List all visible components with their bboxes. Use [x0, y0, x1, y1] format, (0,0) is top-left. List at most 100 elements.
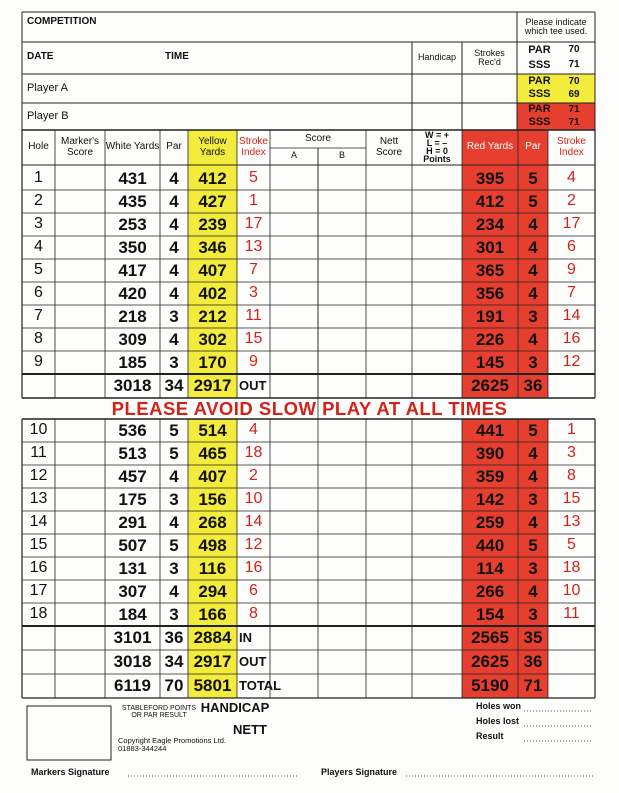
red-total: 2565 [471, 628, 509, 648]
yellow-yards: 170 [198, 352, 227, 372]
red-yards: 440 [475, 535, 505, 555]
sss-label: SSS [528, 115, 551, 128]
par: 4 [169, 329, 179, 349]
red-yards: 365 [475, 260, 505, 280]
column-header: Marker's Score [60, 136, 100, 158]
red-stroke-index: 11 [563, 605, 580, 623]
red-stroke-index: 17 [562, 215, 581, 233]
column-header: Hole [28, 141, 49, 153]
red-stroke-index: 3 [567, 444, 576, 462]
stroke-index: 8 [249, 605, 258, 623]
white-total: 3101 [113, 628, 152, 648]
column-header: Par [525, 141, 541, 153]
yellow-yards: 346 [198, 237, 227, 257]
yellow-total: 2884 [193, 628, 232, 648]
hole-number: 15 [29, 536, 48, 554]
yellow-yards: 156 [198, 489, 227, 509]
red-par: 4 [528, 581, 538, 601]
stableford-box [26, 705, 112, 761]
column-header: Par [166, 141, 182, 153]
red-stroke-index: 18 [562, 559, 581, 577]
footer-label: Holes lost [476, 716, 520, 727]
white-yards: 431 [118, 168, 147, 188]
par: 4 [169, 260, 179, 280]
red-stroke-index: 4 [567, 169, 576, 187]
points-key: L = – [426, 137, 448, 148]
points-key: Points [423, 153, 451, 164]
yellow-yards: 212 [198, 306, 227, 326]
hole-number: 16 [29, 559, 48, 577]
red-stroke-index: 1 [567, 421, 576, 439]
par: 3 [169, 306, 179, 326]
yellow-yards: 294 [198, 581, 227, 601]
red-stroke-index: 14 [562, 307, 581, 325]
red-par: 3 [528, 306, 538, 326]
par: 3 [169, 489, 179, 509]
hole-number: 6 [34, 284, 43, 302]
stroke-index: 12 [244, 536, 263, 554]
tee-par: 70 [568, 44, 580, 56]
yellow-total: 2917 [193, 652, 232, 672]
red-stroke-index: 16 [562, 330, 581, 348]
red-column [462, 130, 548, 398]
points-key: W = + [424, 129, 449, 140]
par-label: PAR [528, 74, 551, 87]
total-label: TOTAL [239, 678, 282, 694]
yellow-yards: 116 [198, 558, 227, 578]
red-yards: 154 [475, 604, 505, 624]
red-stroke-index: 2 [567, 192, 576, 210]
red-par: 5 [528, 191, 538, 211]
stroke-index: 13 [244, 238, 263, 256]
white-yards: 536 [118, 420, 147, 440]
hole-number: 4 [34, 238, 43, 256]
yellow-column [188, 419, 237, 698]
red-yards: 142 [475, 489, 505, 509]
tee-sss: 71 [568, 59, 580, 71]
white-yards: 435 [118, 191, 147, 211]
player-label: Player A [27, 81, 68, 94]
yellow-yards: 407 [198, 260, 227, 280]
white-yards: 309 [118, 329, 147, 349]
stroke-index: 15 [244, 330, 263, 348]
par-label: PAR [528, 103, 551, 116]
white-total: 3018 [113, 376, 152, 396]
stroke-index: 3 [249, 284, 258, 302]
red-par: 5 [528, 420, 538, 440]
red-par: 4 [528, 329, 538, 349]
red-par: 3 [528, 352, 538, 372]
par: 4 [169, 237, 179, 257]
yellow-yards: 402 [198, 283, 227, 303]
stroke-index: 2 [249, 467, 258, 485]
par: 3 [169, 604, 179, 624]
white-yards: 185 [118, 352, 147, 372]
red-yards: 191 [475, 306, 505, 326]
red-yards: 114 [476, 558, 504, 578]
column-header: Nett Score [375, 136, 403, 158]
par: 5 [169, 535, 179, 555]
red-par-total: 71 [523, 676, 543, 696]
par: 4 [169, 191, 179, 211]
competition-label: COMPETITION [27, 15, 97, 27]
tee-sss: 71 [568, 116, 580, 128]
red-par: 4 [528, 443, 538, 463]
red-total: 5190 [471, 676, 509, 696]
par-label: PAR [528, 43, 551, 56]
stroke-index: 11 [245, 307, 262, 325]
stroke-index: 1 [249, 192, 258, 210]
column-header: Red Yards [466, 141, 514, 153]
par: 4 [169, 581, 179, 601]
column-header: B [338, 149, 345, 160]
total-label: OUT [239, 378, 267, 394]
tee-par: 70 [568, 75, 580, 87]
par: 4 [169, 214, 179, 234]
hole-number: 11 [30, 444, 47, 462]
white-yards: 218 [118, 306, 147, 326]
sss-label: SSS [528, 58, 551, 71]
red-par: 3 [528, 604, 538, 624]
white-yards: 420 [118, 283, 147, 303]
time-label: TIME [165, 51, 189, 62]
white-yards: 184 [118, 604, 147, 624]
par: 5 [169, 443, 179, 463]
red-yards: 390 [475, 443, 505, 463]
hole-number: 5 [34, 261, 43, 279]
